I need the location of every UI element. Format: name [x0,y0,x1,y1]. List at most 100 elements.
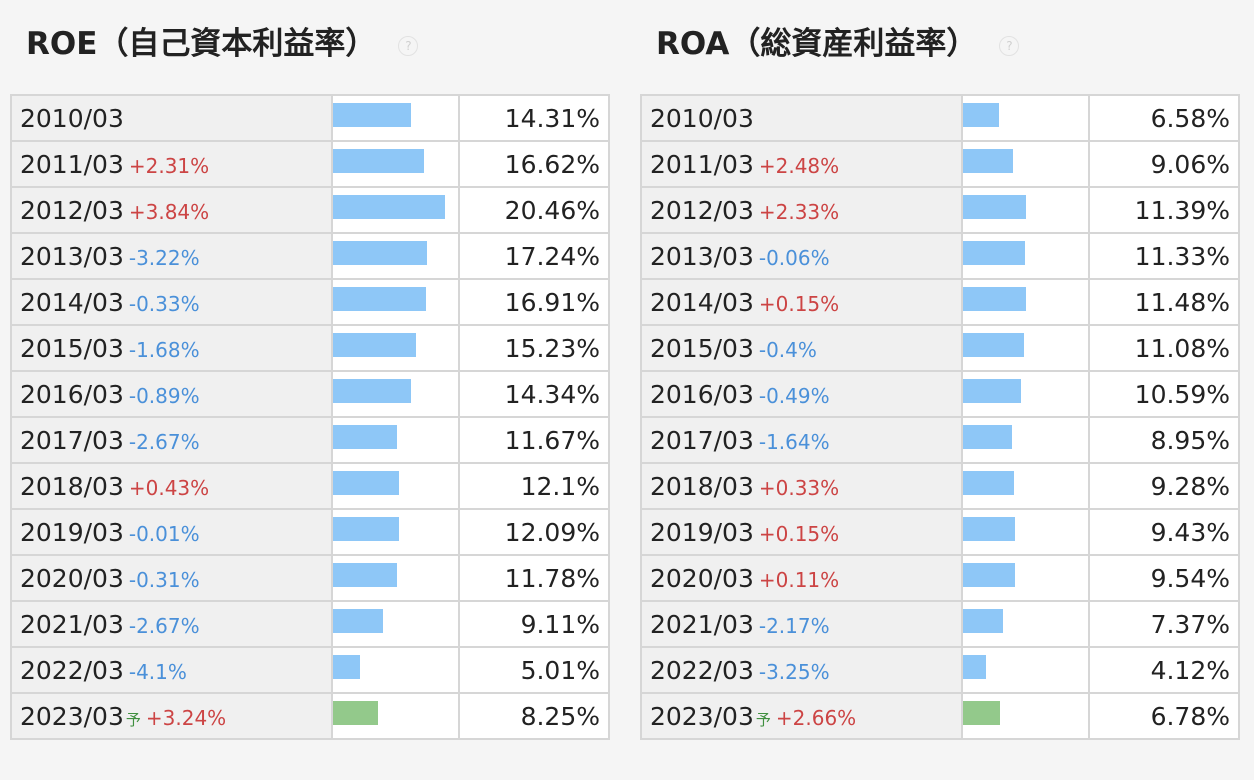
period-cell: 2015/03 -1.68% [9,324,334,372]
period-label: 2020/03 [20,563,124,593]
period-cell: 2015/03 -0.4% [639,324,964,372]
period-label: 2011/03 [650,149,754,179]
value-cell: 14.31% [457,94,611,142]
value-bar [963,333,1025,357]
value-cell: 9.54% [1087,554,1241,602]
change-value: -2.67% [128,613,200,638]
period-label: 2018/03 [650,471,754,501]
value-cell: 11.48% [1087,278,1241,326]
period-label: 2022/03 [20,655,124,685]
period-cell: 2012/03 +2.33% [639,186,964,234]
value-bar [333,379,412,403]
change-value: +3.24% [145,705,227,730]
table-row: 2014/03 +0.15% 11.48% [639,278,1241,326]
table-row: 2022/03 -4.1% 5.01% [9,646,611,694]
value-bar [963,471,1015,495]
bar-cell [331,508,460,556]
value-bar [963,149,1014,173]
period-label: 2010/03 [20,103,124,133]
period-label: 2013/03 [650,241,754,271]
table-row: 2011/03 +2.31% 16.62% [9,140,611,188]
change-value: -0.49% [758,383,830,408]
bar-cell [331,232,460,280]
value-cell: 10.59% [1087,370,1241,418]
roe-table: 2010/03 14.31% 2011/03 +2.31% 16.62% 2012/03 +… [9,94,611,740]
forecast-mark: 予 [755,710,771,729]
change-value: +0.33% [758,475,840,500]
period-cell: 2014/03 -0.33% [9,278,334,326]
change-value: -0.01% [128,521,200,546]
bar-cell [331,646,460,694]
bar-cell [961,186,1090,234]
value-bar [963,609,1004,633]
value-bar [963,103,1000,127]
value-cell: 16.62% [457,140,611,188]
roa-title: ROA（総資産利益率）? [656,18,1020,63]
value-cell: 12.09% [457,508,611,556]
bar-cell [961,416,1090,464]
value-cell: 5.01% [457,646,611,694]
bar-cell [961,600,1090,648]
period-cell: 2019/03 +0.15% [639,508,964,556]
value-cell: 20.46% [457,186,611,234]
value-cell: 9.06% [1087,140,1241,188]
period-label: 2019/03 [650,517,754,547]
question-circle-icon[interactable]: ? [398,35,419,56]
change-value: +0.15% [758,521,840,546]
period-label: 2012/03 [650,195,754,225]
period-cell: 2014/03 +0.15% [639,278,964,326]
period-label: 2020/03 [650,563,754,593]
question-circle-icon[interactable]: ? [999,35,1020,56]
period-cell: 2011/03 +2.31% [9,140,334,188]
change-value: -0.33% [128,291,200,316]
value-bar [963,425,1013,449]
value-bar [963,379,1022,403]
bar-cell [331,278,460,326]
table-row: 2010/03 6.58% [639,94,1241,142]
table-row: 2023/03 予 +2.66% 6.78% [639,692,1241,740]
period-label: 2014/03 [20,287,124,317]
period-label: 2014/03 [650,287,754,317]
bar-cell [961,278,1090,326]
table-row: 2017/03 -1.64% 8.95% [639,416,1241,464]
period-label: 2019/03 [20,517,124,547]
bar-cell [331,370,460,418]
bar-cell [961,232,1090,280]
change-value: -1.68% [128,337,200,362]
table-row: 2022/03 -3.25% 4.12% [639,646,1241,694]
value-cell: 11.78% [457,554,611,602]
table-row: 2023/03 予 +3.24% 8.25% [9,692,611,740]
change-value: -4.1% [128,659,187,684]
value-cell: 11.33% [1087,232,1241,280]
table-row: 2018/03 +0.43% 12.1% [9,462,611,510]
value-bar [333,471,400,495]
value-bar [963,195,1027,219]
bar-cell [331,600,460,648]
forecast-mark: 予 [125,710,141,729]
value-bar [333,103,412,127]
period-cell: 2021/03 -2.17% [639,600,964,648]
bar-cell [961,508,1090,556]
table-row: 2015/03 -1.68% 15.23% [9,324,611,372]
roa-title-text: ROA（総資産利益率） [656,26,978,62]
bar-cell [331,94,460,142]
change-value: -0.89% [128,383,200,408]
period-cell: 2016/03 -0.49% [639,370,964,418]
bar-cell [961,140,1090,188]
value-cell: 9.28% [1087,462,1241,510]
table-row: 2017/03 -2.67% 11.67% [9,416,611,464]
period-cell: 2020/03 -0.31% [9,554,334,602]
table-row: 2010/03 14.31% [9,94,611,142]
bar-cell [961,370,1090,418]
value-cell: 11.67% [457,416,611,464]
period-cell: 2022/03 -3.25% [639,646,964,694]
change-value: +2.33% [758,199,840,224]
bar-cell [331,462,460,510]
table-row: 2014/03 -0.33% 16.91% [9,278,611,326]
value-bar [963,287,1027,311]
period-label: 2013/03 [20,241,124,271]
value-cell: 11.39% [1087,186,1241,234]
table-row: 2012/03 +3.84% 20.46% [9,186,611,234]
value-bar [333,333,417,357]
bar-cell [331,186,460,234]
